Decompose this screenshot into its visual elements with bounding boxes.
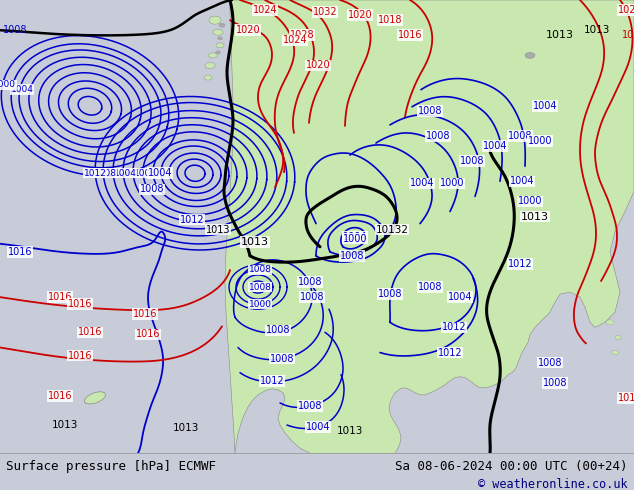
Polygon shape: [225, 0, 634, 453]
Text: 1016: 1016: [68, 299, 93, 309]
Text: 1016: 1016: [133, 309, 157, 319]
Text: 1008: 1008: [249, 266, 271, 274]
Text: 1004: 1004: [113, 169, 136, 178]
Text: 1004: 1004: [148, 168, 172, 178]
Text: Sa 08-06-2024 00:00 UTC (00+24): Sa 08-06-2024 00:00 UTC (00+24): [395, 460, 628, 473]
Text: 1012: 1012: [508, 259, 533, 269]
Text: 1008: 1008: [418, 106, 443, 116]
Text: 1013: 1013: [584, 25, 610, 35]
Text: 1008: 1008: [538, 358, 562, 368]
Text: 10132: 10132: [375, 224, 408, 235]
Text: 1008: 1008: [298, 277, 322, 287]
Text: 1008: 1008: [249, 283, 271, 292]
Text: 1012: 1012: [84, 169, 107, 178]
Ellipse shape: [216, 43, 224, 48]
Ellipse shape: [615, 335, 621, 340]
Text: 1000: 1000: [527, 136, 552, 146]
Text: 1013: 1013: [521, 212, 549, 221]
Ellipse shape: [612, 350, 619, 355]
Ellipse shape: [84, 392, 105, 404]
Text: 1012: 1012: [437, 347, 462, 358]
Text: 1004: 1004: [510, 176, 534, 186]
Text: 1008: 1008: [3, 25, 27, 35]
Ellipse shape: [217, 37, 223, 40]
Text: 1008: 1008: [93, 169, 117, 178]
Text: 1000: 1000: [0, 80, 16, 89]
Text: 1000: 1000: [518, 196, 542, 206]
Text: 1012: 1012: [442, 322, 467, 332]
Text: 1013: 1013: [241, 237, 269, 247]
Text: 1020: 1020: [618, 5, 634, 15]
Text: 1008: 1008: [460, 156, 484, 166]
Text: 1008: 1008: [266, 325, 290, 335]
Text: 1004: 1004: [533, 101, 557, 111]
Text: 1020: 1020: [347, 10, 372, 20]
Text: 1012: 1012: [179, 215, 204, 224]
Text: 1004: 1004: [482, 141, 507, 151]
Ellipse shape: [525, 52, 535, 58]
Text: 1018: 1018: [618, 393, 634, 403]
Text: 1020: 1020: [622, 30, 634, 40]
Text: 1008: 1008: [298, 401, 322, 411]
Text: 1004: 1004: [11, 85, 34, 94]
Text: Surface pressure [hPa] ECMWF: Surface pressure [hPa] ECMWF: [6, 460, 216, 473]
Text: 1028: 1028: [290, 30, 314, 40]
Text: 1008: 1008: [426, 131, 450, 141]
Ellipse shape: [209, 53, 217, 58]
Text: 1004: 1004: [448, 292, 472, 302]
Text: 1008: 1008: [300, 292, 324, 302]
Text: 1008: 1008: [543, 378, 567, 388]
Text: 1008: 1008: [269, 354, 294, 364]
Text: 1004: 1004: [343, 232, 367, 242]
Text: 1008: 1008: [418, 282, 443, 292]
Text: 1013: 1013: [52, 420, 78, 430]
Text: 1016: 1016: [136, 329, 160, 340]
Text: 1008: 1008: [134, 169, 157, 178]
Text: 1020: 1020: [236, 25, 261, 35]
Ellipse shape: [209, 16, 221, 24]
Ellipse shape: [606, 320, 614, 325]
Text: 1032: 1032: [313, 7, 337, 17]
Text: 1013: 1013: [173, 423, 199, 433]
Text: 1016: 1016: [48, 292, 72, 302]
Ellipse shape: [213, 29, 223, 35]
Text: 1016: 1016: [68, 350, 93, 361]
Text: 1000: 1000: [440, 178, 464, 188]
Text: 1016: 1016: [398, 30, 422, 40]
Text: 1008: 1008: [378, 289, 402, 299]
Text: 1012: 1012: [260, 376, 284, 386]
Text: © weatheronline.co.uk: © weatheronline.co.uk: [478, 478, 628, 490]
Text: 1013: 1013: [337, 426, 363, 436]
Text: 1008: 1008: [340, 251, 365, 261]
Text: 1016: 1016: [78, 327, 102, 338]
Ellipse shape: [216, 51, 221, 54]
Text: 1016: 1016: [48, 391, 72, 401]
Text: 1004: 1004: [306, 422, 330, 432]
Text: 1008: 1008: [508, 131, 533, 141]
Ellipse shape: [219, 23, 225, 27]
Text: 1020: 1020: [306, 60, 330, 71]
Text: 1024: 1024: [253, 5, 277, 15]
Text: 1013: 1013: [206, 224, 230, 235]
Text: 1000: 1000: [249, 300, 271, 309]
Text: 1016: 1016: [8, 247, 32, 257]
Text: 1004: 1004: [410, 178, 434, 188]
Ellipse shape: [204, 75, 212, 80]
Text: 1000: 1000: [343, 234, 367, 244]
Text: 1008: 1008: [139, 184, 164, 195]
Text: 1013: 1013: [546, 30, 574, 40]
Ellipse shape: [205, 62, 215, 69]
Text: 1024: 1024: [283, 35, 307, 45]
Text: 1018: 1018: [378, 15, 402, 25]
